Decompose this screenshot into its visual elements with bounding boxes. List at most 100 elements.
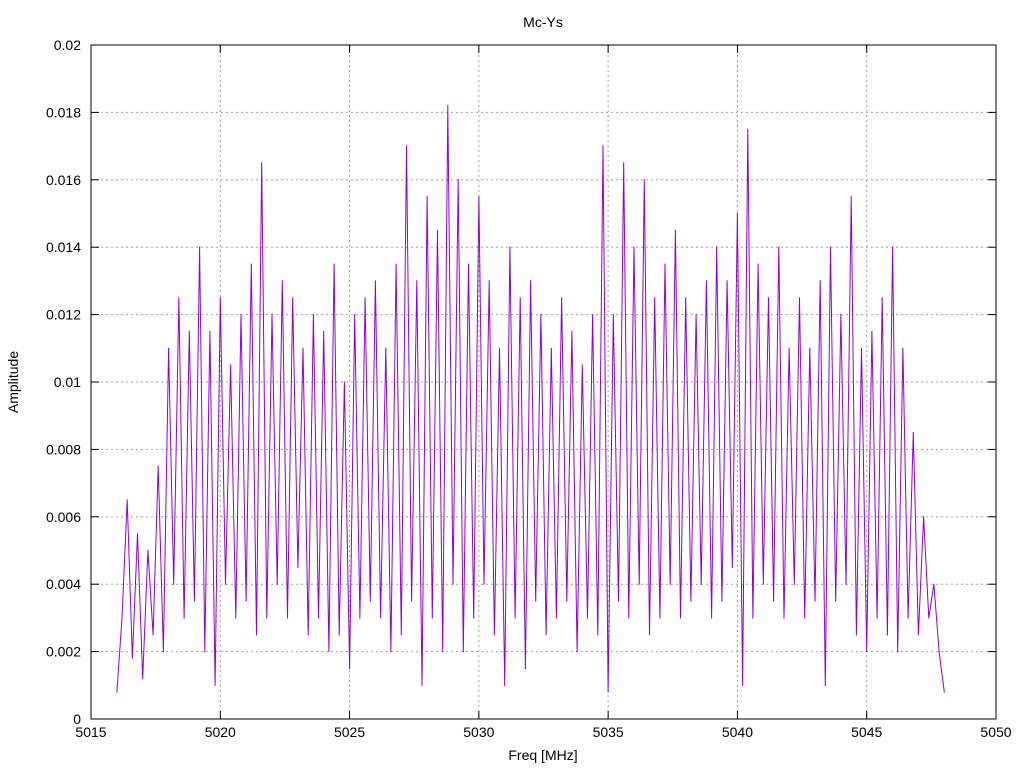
data-point (199, 246, 201, 248)
data-point (731, 566, 733, 569)
data-point (633, 246, 635, 248)
x-tick-label: 5025 (334, 724, 365, 740)
data-point (343, 381, 345, 383)
data-point (892, 246, 894, 248)
data-point (286, 617, 289, 619)
data-point (488, 280, 490, 282)
data-point (157, 465, 159, 467)
data-point (886, 634, 889, 636)
data-point (783, 617, 785, 619)
data-point (793, 583, 795, 585)
data-point (638, 583, 640, 585)
y-tick-label: 0.016 (46, 172, 81, 188)
data-point (809, 347, 811, 349)
data-point (126, 499, 128, 501)
y-tick-label: 0.006 (46, 509, 81, 525)
x-tick-label: 5050 (980, 724, 1011, 740)
data-point (757, 263, 759, 265)
ticks (90, 44, 997, 720)
data-point (881, 297, 883, 299)
data-point (442, 651, 444, 653)
y-tick-label: 0.004 (46, 576, 81, 592)
data-point (266, 617, 268, 619)
data-point (354, 314, 356, 316)
data-point (705, 280, 708, 282)
data-point (333, 263, 335, 265)
data-point (504, 684, 506, 686)
data-point (193, 600, 195, 602)
data-point (788, 347, 790, 349)
data-point (240, 314, 242, 316)
data-point (917, 634, 920, 636)
series-layer (116, 105, 945, 693)
data-point (359, 617, 361, 619)
data-point (923, 516, 925, 518)
y-tick-label: 0.008 (46, 441, 81, 457)
data-point (478, 196, 480, 198)
data-point (767, 297, 770, 299)
data-point (943, 691, 945, 693)
data-point (597, 634, 599, 636)
data-point (173, 583, 175, 585)
data-point (928, 617, 930, 619)
y-tick-label: 0.01 (54, 374, 81, 390)
data-point (669, 583, 671, 585)
x-tick-label: 5015 (75, 724, 106, 740)
data-point (462, 651, 464, 653)
data-point (643, 179, 645, 181)
data-point (840, 314, 842, 316)
data-point (142, 678, 144, 680)
data-point (405, 145, 408, 147)
data-point (711, 617, 713, 619)
data-point (136, 533, 139, 535)
x-tick-label: 5040 (722, 724, 753, 740)
data-point (214, 684, 216, 686)
data-point (762, 583, 764, 585)
data-point (850, 196, 852, 198)
data-point (421, 684, 423, 686)
data-point (835, 600, 837, 602)
data-point (323, 330, 325, 333)
data-point (147, 549, 149, 552)
data-point (183, 617, 185, 619)
data-point (178, 297, 180, 299)
data-point (747, 128, 749, 130)
data-point (250, 263, 252, 265)
data-point (436, 229, 439, 231)
data-point (736, 212, 739, 215)
data-point (581, 364, 583, 366)
data-point (224, 583, 227, 585)
data-point (514, 617, 516, 619)
data-point (540, 314, 542, 316)
data-point (447, 105, 449, 107)
data-point (431, 617, 433, 619)
data-point (261, 162, 263, 164)
data-point (390, 651, 392, 653)
data-point (690, 600, 692, 602)
data-point (798, 297, 801, 299)
data-point (617, 600, 620, 602)
data-point (307, 634, 309, 636)
data-point (498, 347, 501, 349)
data-point (716, 246, 718, 248)
data-point (648, 634, 651, 636)
data-point (519, 297, 521, 299)
data-point (912, 431, 914, 434)
data-point (742, 684, 744, 686)
data-point (364, 297, 366, 299)
data-point (623, 162, 625, 164)
data-point (380, 617, 382, 619)
data-point (773, 600, 775, 602)
data-point (535, 600, 537, 602)
data-point (938, 651, 940, 653)
data-point (452, 583, 454, 585)
x-axis-label: Freq [MHz] (508, 747, 577, 763)
data-point (255, 634, 258, 636)
data-point (659, 617, 661, 619)
data-point (654, 297, 656, 299)
data-point (400, 634, 402, 636)
data-point (297, 566, 299, 569)
data-point (473, 617, 475, 619)
data-point (457, 179, 459, 181)
data-point (385, 347, 387, 349)
